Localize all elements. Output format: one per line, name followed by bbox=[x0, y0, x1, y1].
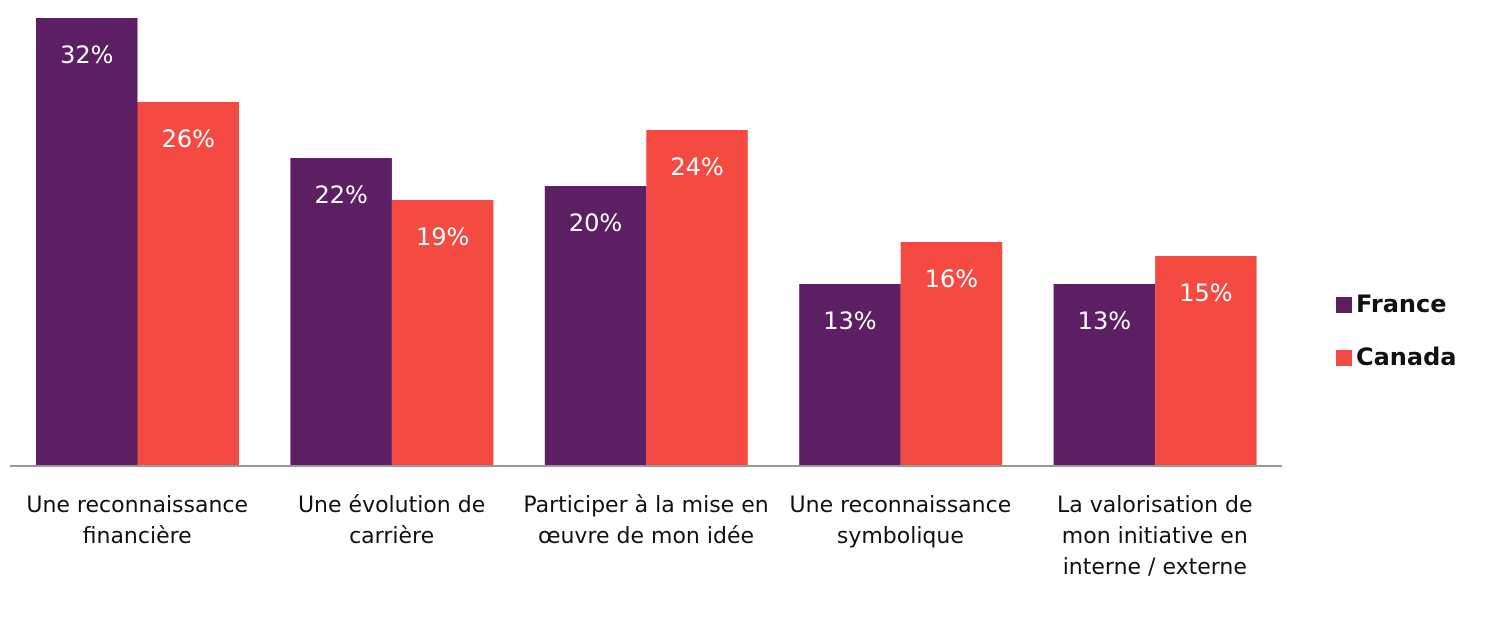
data-label: 22% bbox=[314, 181, 367, 209]
data-label: 20% bbox=[569, 209, 622, 237]
bar bbox=[799, 284, 901, 466]
x-tick-label: La valorisation de mon initiative en int… bbox=[1057, 493, 1253, 580]
x-tick-label: Une reconnaissance symbolique bbox=[789, 493, 1012, 549]
bar bbox=[137, 102, 239, 466]
data-label: 13% bbox=[823, 307, 876, 335]
data-label: 13% bbox=[1078, 307, 1131, 335]
x-tick-label: Une évolution de carrière bbox=[297, 493, 486, 549]
legend-label: Canada bbox=[1356, 343, 1456, 371]
bar bbox=[544, 186, 647, 466]
legend-label: France bbox=[1356, 290, 1446, 318]
data-label: 26% bbox=[162, 125, 215, 153]
data-label: 15% bbox=[1179, 279, 1232, 307]
data-label: 32% bbox=[60, 41, 113, 69]
bar bbox=[290, 158, 392, 466]
bar bbox=[36, 18, 138, 466]
legend-swatch bbox=[1336, 350, 1352, 366]
bar bbox=[646, 130, 748, 466]
legend-swatch bbox=[1336, 297, 1352, 313]
data-label: 16% bbox=[925, 265, 978, 293]
data-label: 19% bbox=[416, 223, 469, 251]
bar bbox=[1155, 256, 1257, 466]
x-tick-label: Une reconnaissance financière bbox=[26, 493, 249, 549]
bar bbox=[391, 200, 494, 466]
data-label: 24% bbox=[670, 153, 723, 181]
x-tick-label: Participer à la mise en œuvre de mon idé… bbox=[523, 493, 769, 549]
bar bbox=[1053, 284, 1156, 466]
bar bbox=[900, 242, 1003, 466]
